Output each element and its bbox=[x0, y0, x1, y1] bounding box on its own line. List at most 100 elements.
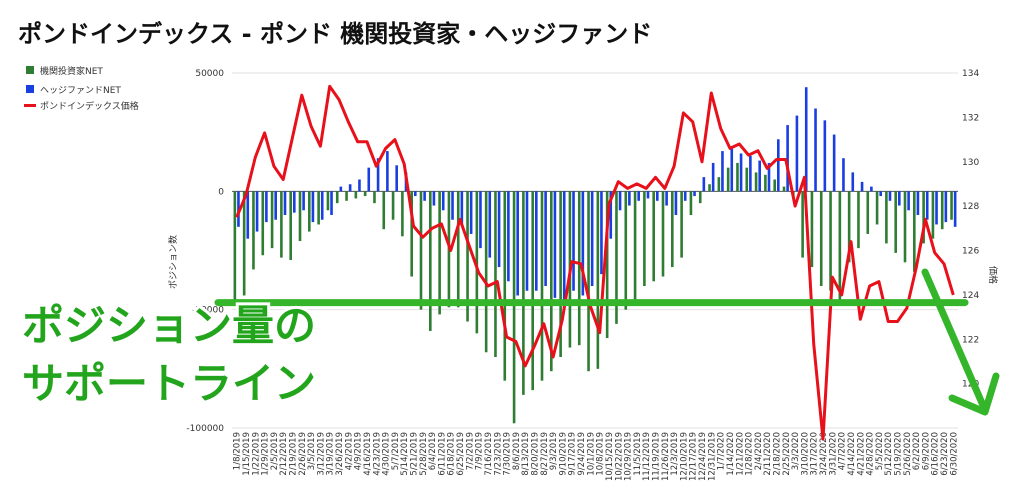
x-tick-label: 5/21/2019 bbox=[410, 432, 420, 476]
institutional-bar bbox=[838, 191, 842, 301]
legend-label-price: ポンドインデックス価格 bbox=[40, 100, 139, 112]
x-tick-label: 1/8/2019 bbox=[233, 432, 243, 470]
institutional-bar bbox=[280, 191, 283, 258]
hedge-fund-bar bbox=[544, 191, 547, 286]
y2-tick-label: 134 bbox=[962, 69, 979, 79]
x-tick-label: 12/17/2019 bbox=[689, 432, 699, 481]
x-tick-label: 3/26/2019 bbox=[335, 432, 345, 476]
x-tick-label: 5/7/2019 bbox=[391, 432, 401, 470]
x-tick-label: 1/29/2019 bbox=[261, 432, 271, 476]
y2-tick-label: 130 bbox=[962, 158, 979, 168]
y2-tick-label: 128 bbox=[962, 202, 979, 212]
y-tick-label: -50000 bbox=[192, 306, 224, 316]
legend-swatch-hedge-fund bbox=[26, 85, 34, 93]
hedge-fund-bar bbox=[283, 191, 287, 215]
legend: 機関投資家NET ヘッジファンドNET ポンドインデックス価格 bbox=[24, 65, 139, 112]
institutional-bar bbox=[810, 191, 814, 268]
x-tick-label: 1/14/2020 bbox=[726, 432, 736, 476]
hedge-fund-bar bbox=[860, 181, 864, 192]
legend-label-institutional: 機関投資家NET bbox=[40, 65, 103, 77]
institutional-bar bbox=[829, 191, 832, 291]
institutional-bar bbox=[801, 191, 804, 258]
x-tick-label: 11/26/2019 bbox=[661, 432, 671, 481]
institutional-bar bbox=[605, 191, 609, 339]
y-tick-label: -100000 bbox=[186, 424, 224, 434]
x-tick-label: 5/12/2020 bbox=[884, 432, 894, 476]
x-tick-label: 9/17/2019 bbox=[568, 432, 578, 476]
hedge-fund-bar bbox=[423, 191, 426, 201]
hedge-fund-bar bbox=[320, 191, 324, 220]
hedge-fund-bar bbox=[497, 191, 501, 268]
x-tick-label: 10/15/2019 bbox=[605, 432, 615, 481]
x-tick-label: 2/18/2020 bbox=[773, 432, 783, 476]
hedge-fund-bar bbox=[656, 191, 659, 201]
institutional-bar bbox=[857, 191, 860, 249]
x-tick-label: 4/30/2019 bbox=[382, 432, 392, 476]
x-tick-label: 11/12/2019 bbox=[642, 432, 652, 481]
right-axis-ticks: 134132130128126124122120 bbox=[962, 69, 979, 390]
institutional-bar bbox=[847, 191, 851, 263]
hedge-fund-bar bbox=[944, 191, 948, 223]
x-tick-label: 4/23/2019 bbox=[372, 432, 382, 476]
hedge-fund-bar bbox=[683, 191, 687, 201]
hedge-fund-bar bbox=[804, 87, 808, 192]
institutional-bar bbox=[736, 162, 739, 192]
institutional-bar bbox=[726, 167, 730, 192]
institutional-bar bbox=[373, 191, 376, 204]
x-tick-label: 12/24/2019 bbox=[698, 432, 708, 481]
hedge-fund-bar bbox=[767, 162, 771, 192]
institutional-bar bbox=[354, 191, 358, 199]
institutional-bar bbox=[559, 191, 562, 357]
hedge-fund-bar bbox=[572, 191, 575, 291]
institutional-bar bbox=[754, 172, 758, 192]
institutional-bar bbox=[661, 191, 665, 277]
institutional-bar bbox=[587, 191, 590, 372]
x-tick-label: 6/30/2020 bbox=[949, 432, 959, 476]
x-tick-label: 10/1/2019 bbox=[586, 432, 596, 476]
hedge-fund-bar bbox=[451, 191, 454, 220]
hedge-fund-bar bbox=[702, 177, 706, 192]
institutional-bar bbox=[484, 191, 488, 353]
hedge-fund-bar bbox=[739, 153, 743, 192]
hedge-fund-bar bbox=[916, 191, 920, 215]
institutional-bar bbox=[819, 191, 823, 286]
hedge-fund-bar bbox=[507, 191, 510, 282]
x-tick-label: 4/16/2019 bbox=[363, 432, 373, 476]
hedge-fund-bar bbox=[386, 151, 389, 192]
institutional-bar bbox=[708, 184, 711, 192]
hedge-fund-bar bbox=[618, 191, 622, 211]
x-tick-label: 12/10/2019 bbox=[679, 432, 689, 481]
x-tick-label: 7/2/2019 bbox=[465, 432, 475, 470]
left-axis-title: ポジション数 bbox=[167, 235, 179, 289]
institutional-bar bbox=[429, 191, 432, 331]
x-tick-label: 3/5/2019 bbox=[307, 432, 317, 470]
legend-label-hedge-fund: ヘッジファンドNET bbox=[40, 86, 121, 96]
hedge-fund-bar bbox=[823, 120, 827, 192]
institutional-bar bbox=[522, 191, 525, 395]
institutional-bar bbox=[242, 191, 246, 296]
x-tick-label: 8/13/2019 bbox=[521, 432, 531, 476]
institutional-bar bbox=[745, 167, 749, 192]
x-tick-label: 6/23/2020 bbox=[940, 432, 950, 476]
institutional-bar bbox=[717, 177, 721, 192]
annotation-line-1: ポジション量の bbox=[22, 301, 316, 350]
hedge-fund-bar bbox=[358, 179, 361, 192]
x-tick-label: 9/10/2019 bbox=[558, 432, 568, 476]
x-tick-label: 3/31/2020 bbox=[828, 432, 838, 476]
hedge-fund-bar bbox=[786, 125, 789, 192]
institutional-bar bbox=[624, 191, 628, 310]
institutional-bar bbox=[382, 191, 386, 230]
institutional-bar bbox=[438, 191, 441, 315]
institutional-bar bbox=[903, 191, 907, 263]
institutional-bar bbox=[913, 191, 916, 272]
institutional-bar bbox=[652, 191, 655, 282]
hedge-fund-bar bbox=[469, 191, 473, 234]
hedge-fund-bar bbox=[646, 191, 650, 199]
institutional-bar bbox=[689, 191, 693, 215]
hedge-fund-bar bbox=[246, 191, 250, 239]
institutional-bar bbox=[875, 191, 879, 225]
hedge-fund-bar bbox=[637, 191, 640, 201]
hedge-fund-bar bbox=[395, 165, 398, 192]
x-tick-label: 5/14/2019 bbox=[400, 432, 410, 476]
